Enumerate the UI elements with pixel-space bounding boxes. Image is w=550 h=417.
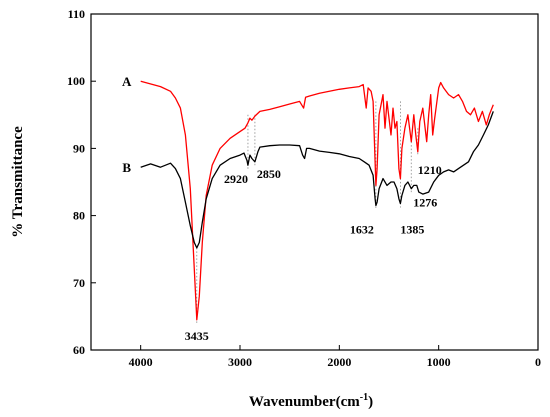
x-tick-label: 1000 <box>427 355 451 369</box>
x-tick-label: 4000 <box>129 355 153 369</box>
y-axis-title: % Transmittance <box>10 126 26 238</box>
series-label-a: A <box>122 74 132 89</box>
y-tick-label: 90 <box>73 141 85 155</box>
x-axis-title: Wavenumber(cm-1) <box>249 392 373 410</box>
y-tick-label: 80 <box>73 209 85 223</box>
y-axis: 60 70 80 90 100 110 <box>67 7 96 357</box>
plot-frame <box>90 13 539 351</box>
x-axis-title-main: Wavenumber(cm <box>249 394 360 410</box>
y-tick-label: 100 <box>67 74 85 88</box>
x-tick-label: 3000 <box>228 355 252 369</box>
peak-annotations: 3435 2920 2850 1632 1385 1276 1210 <box>185 163 442 343</box>
y-tick-label: 110 <box>68 7 85 21</box>
peak-label-1276: 1276 <box>413 196 437 210</box>
x-axis-title-superscript: -1 <box>360 392 368 403</box>
peak-label-1632: 1632 <box>350 223 374 237</box>
x-axis: 4000 3000 2000 1000 0 <box>129 345 541 369</box>
peak-label-3435: 3435 <box>185 329 209 343</box>
series-labels: AB <box>122 74 132 175</box>
peak-label-1210: 1210 <box>418 163 442 177</box>
peak-label-2850: 2850 <box>257 167 281 181</box>
peak-guides <box>196 101 419 324</box>
series-line-a <box>140 80 494 321</box>
x-tick-label: 0 <box>535 355 541 369</box>
series-layer <box>140 80 494 321</box>
peak-label-1385: 1385 <box>400 223 424 237</box>
plot-area <box>90 13 539 351</box>
y-tick-label: 60 <box>73 343 85 357</box>
peak-label-2920: 2920 <box>224 172 248 186</box>
series-line-b <box>140 111 494 249</box>
x-axis-title-suffix: ) <box>368 394 373 410</box>
series-label-b: B <box>122 160 131 175</box>
x-tick-label: 2000 <box>327 355 351 369</box>
y-tick-label: 70 <box>73 276 85 290</box>
